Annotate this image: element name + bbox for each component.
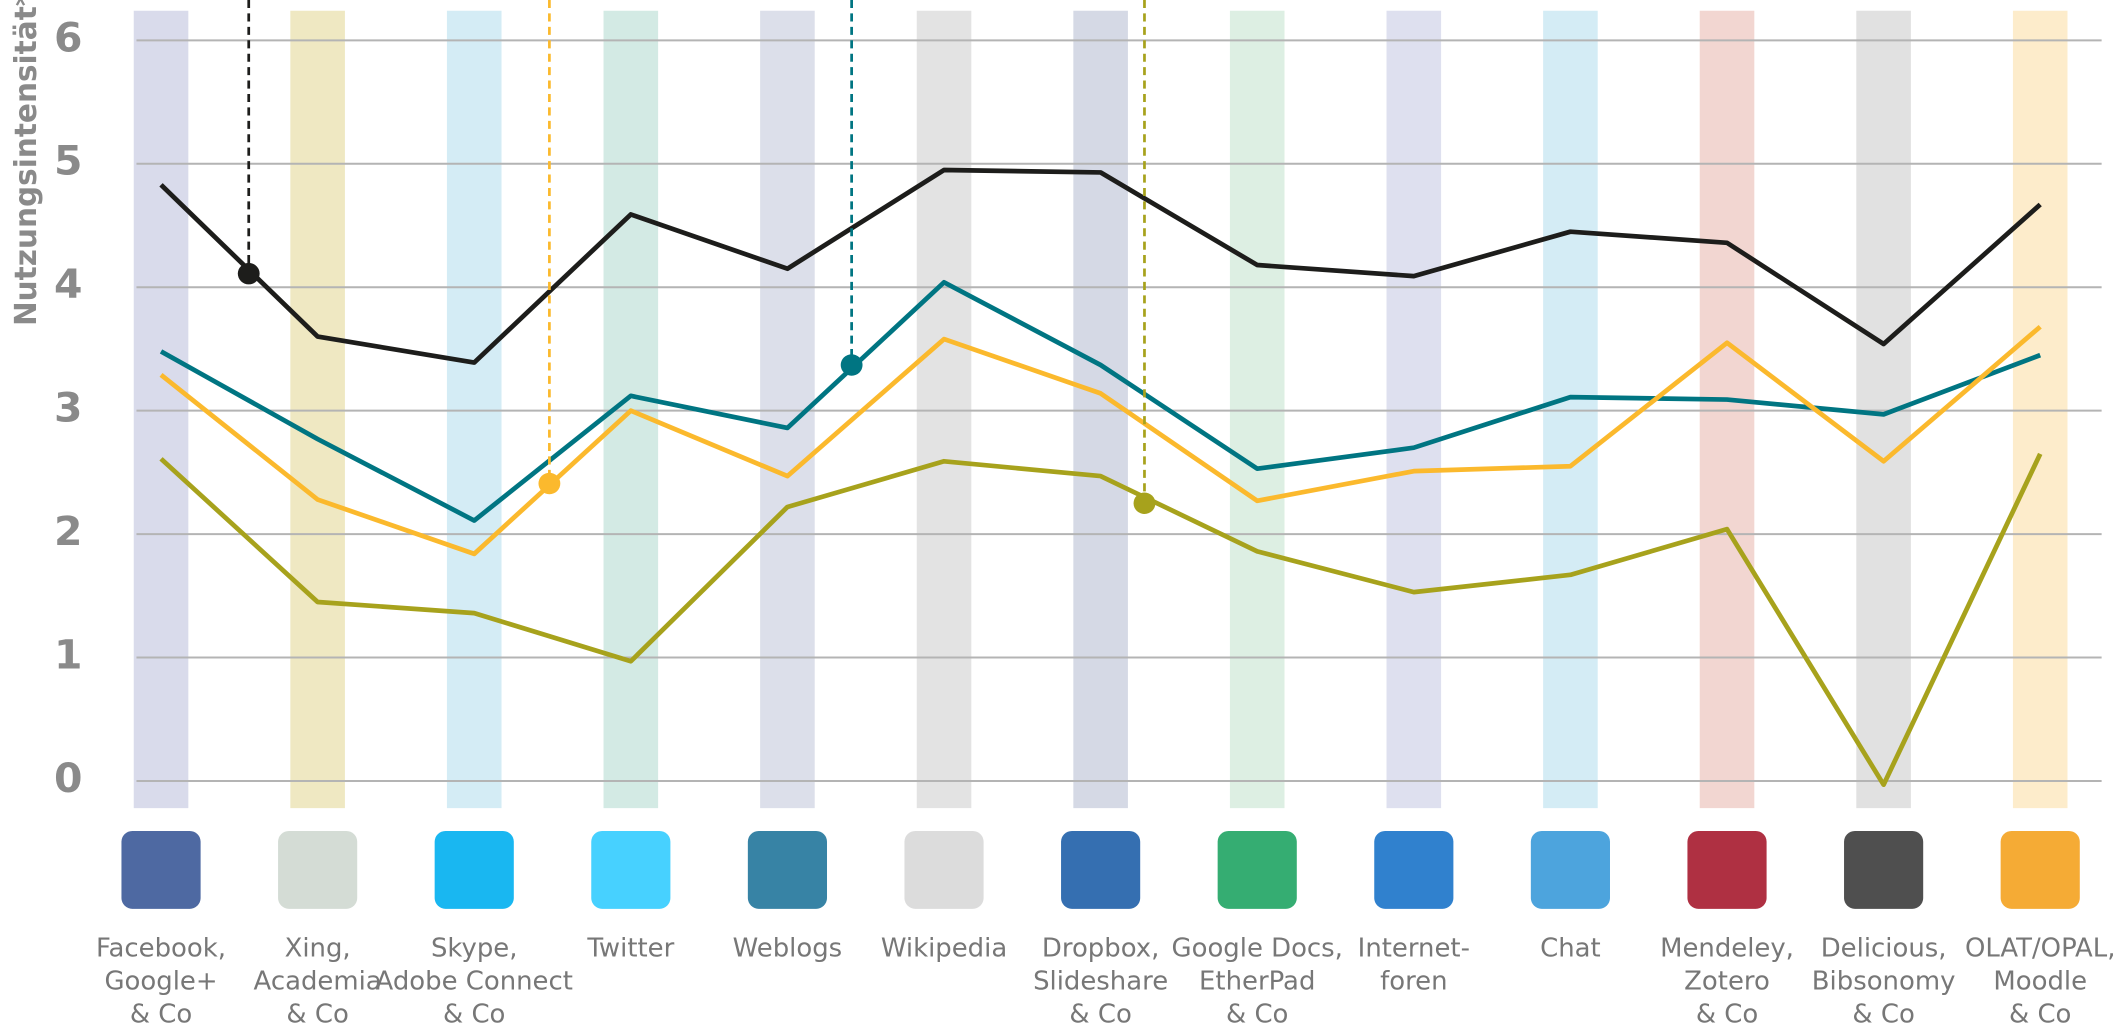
x-tick-label: Internet- [1358, 934, 1470, 964]
marker-dot [840, 354, 863, 376]
category-band [133, 10, 189, 809]
category-icon [434, 830, 514, 909]
x-tick-label: Zotero [1684, 967, 1770, 997]
x-tick-label: foren [1380, 967, 1447, 997]
y-tick-label: 0 [54, 754, 82, 802]
x-tick-label: Mendeley, [1660, 934, 1794, 964]
category-band [1073, 10, 1128, 809]
marker-dot [1133, 492, 1156, 514]
series-line [159, 324, 2042, 557]
category-icon [747, 830, 828, 909]
y-tick-label: 1 [54, 631, 82, 679]
x-tick-label: Wikipedia [881, 934, 1007, 964]
grid [136, 39, 2102, 782]
x-tick-label: Dropbox, [1042, 934, 1159, 964]
x-tick-label: Adobe Connect [376, 967, 573, 997]
category-band [290, 10, 345, 809]
series-line [159, 452, 2043, 788]
x-tick-label: Moodle [1993, 967, 2087, 997]
x-tick-label: Bibsonomy [1812, 967, 1956, 997]
category-icon [121, 830, 201, 909]
x-tick-label: & Co [1069, 999, 1131, 1029]
marker-dot [538, 472, 561, 495]
x-tick-label: OLAT/OPAL, [1965, 934, 2115, 964]
series-line [159, 167, 2042, 365]
x-tick-label: Slideshare [1033, 967, 1168, 997]
x-tick-label: Weblogs [733, 934, 843, 964]
x-tick-label: Google+ [104, 967, 217, 997]
category-icon [1530, 830, 1610, 909]
x-tick-label: EtherPad [1199, 967, 1315, 997]
category-icon [2000, 830, 2080, 909]
category-band [2012, 10, 2068, 809]
bands [133, 10, 2068, 809]
x-tick-label: & Co [443, 999, 505, 1029]
y-axis-label: Nutzungsintensität* [9, 0, 44, 326]
category-icon [1061, 830, 1141, 909]
category-band [916, 10, 972, 809]
x-tick-label: Chat [1540, 934, 1601, 964]
category-icon [1844, 830, 1924, 909]
category-icon [904, 830, 984, 909]
x-tick-label: Google Docs, [1172, 934, 1343, 964]
series-line [159, 279, 2042, 523]
y-tick-label: 6 [54, 14, 82, 62]
category-band [1386, 10, 1442, 809]
category-band [1543, 10, 1598, 809]
x-tick-label: Facebook, [96, 934, 226, 964]
x-tick-label: Xing, [285, 934, 351, 964]
x-tick-label: & Co [1852, 999, 1914, 1029]
marker-dot [237, 262, 260, 285]
y-tick-label: 3 [54, 384, 82, 432]
x-tick-label: & Co [1226, 999, 1288, 1029]
category-band [446, 10, 502, 809]
category-band [1229, 10, 1285, 809]
x-tick-label: Academia [254, 967, 382, 997]
category-icon [1374, 830, 1454, 909]
x-tick-label: Delicious, [1821, 934, 1947, 964]
x-tick-label: & Co [130, 999, 192, 1029]
x-tick-label: & Co [286, 999, 348, 1029]
y-tick-label: 2 [54, 507, 82, 555]
category-icon [591, 830, 671, 909]
category-icon [1687, 830, 1767, 909]
x-tick-label: & Co [1696, 999, 1758, 1029]
category-icon [1217, 830, 1297, 909]
lines [159, 167, 2043, 788]
y-tick-label: 5 [54, 137, 82, 185]
y-tick-label: 4 [54, 260, 82, 308]
category-icon [278, 830, 358, 909]
x-tick-label: Skype, [431, 934, 518, 964]
x-tick-label: Twitter [586, 934, 674, 964]
category-band [1699, 10, 1755, 809]
x-tick-label: & Co [2009, 999, 2071, 1029]
